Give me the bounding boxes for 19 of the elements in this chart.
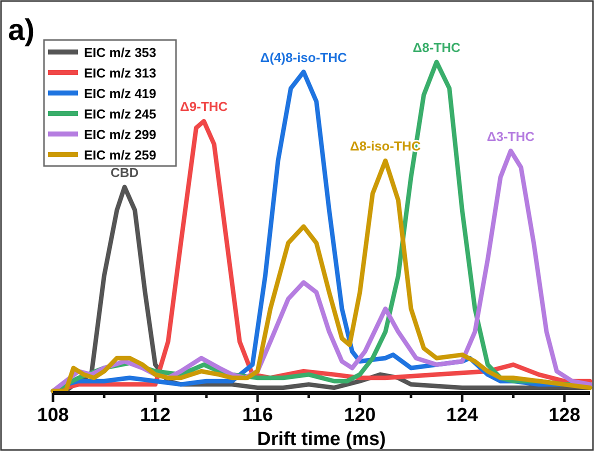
- x-tick-label: 108: [37, 405, 69, 426]
- x-tick-label: 124: [446, 405, 478, 426]
- x-tick-label: 128: [548, 405, 580, 426]
- x-axis-title: Drift time (ms): [257, 429, 386, 450]
- annotation: Δ(4)8-iso-THC: [260, 50, 348, 65]
- x-tick-label: 116: [242, 405, 273, 426]
- annotation: Δ8-THC: [412, 40, 461, 55]
- legend-label: EIC m/z 299: [84, 127, 156, 142]
- legend-label: EIC m/z 313: [84, 66, 156, 80]
- annotation: Δ9-THC: [180, 99, 228, 114]
- text: a): [8, 14, 35, 47]
- annotation: Δ3-THC: [486, 128, 536, 144]
- x-tick-label: 120: [344, 405, 376, 426]
- legend-label: EIC m/z 259: [84, 148, 156, 162]
- legend-label: EIC m/z 245: [84, 106, 156, 122]
- legend-label: EIC m/z 353: [84, 45, 156, 60]
- legend-label: EIC m/z 419: [84, 86, 156, 101]
- x-tick-label: 112: [140, 405, 171, 426]
- annotation: CBD: [110, 165, 139, 180]
